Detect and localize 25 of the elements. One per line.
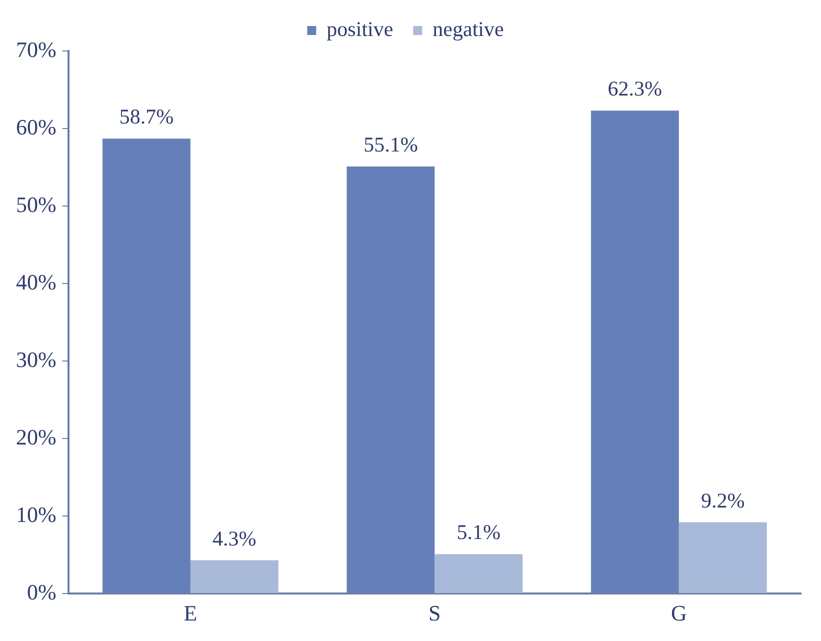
data-label: 62.3% [608, 76, 662, 101]
data-label: 55.1% [364, 132, 418, 157]
x-tick-label: E [184, 600, 198, 626]
legend-label: positive [326, 17, 394, 42]
legend-label: negative [432, 17, 504, 42]
bar [434, 554, 523, 594]
bar [102, 138, 190, 594]
data-label: 58.7% [119, 104, 174, 129]
y-tick-label: 20% [16, 424, 56, 450]
y-tick-label: 40% [16, 269, 56, 294]
bar [346, 166, 435, 594]
y-tick-label: 70% [16, 36, 56, 62]
y-tick-label: 0% [27, 579, 56, 604]
data-label: 9.2% [700, 488, 745, 512]
x-tick-label: S [428, 600, 441, 626]
data-label: 4.3% [212, 526, 256, 550]
data-label: 5.1% [456, 520, 500, 544]
x-tick-label: G [670, 600, 687, 626]
bar [678, 522, 767, 594]
y-tick-label: 10% [16, 502, 56, 527]
y-tick-label: 50% [16, 192, 56, 217]
y-tick-label: 30% [16, 346, 56, 372]
y-tick-label: 60% [16, 114, 56, 140]
bar [190, 560, 278, 594]
bar [590, 110, 679, 594]
